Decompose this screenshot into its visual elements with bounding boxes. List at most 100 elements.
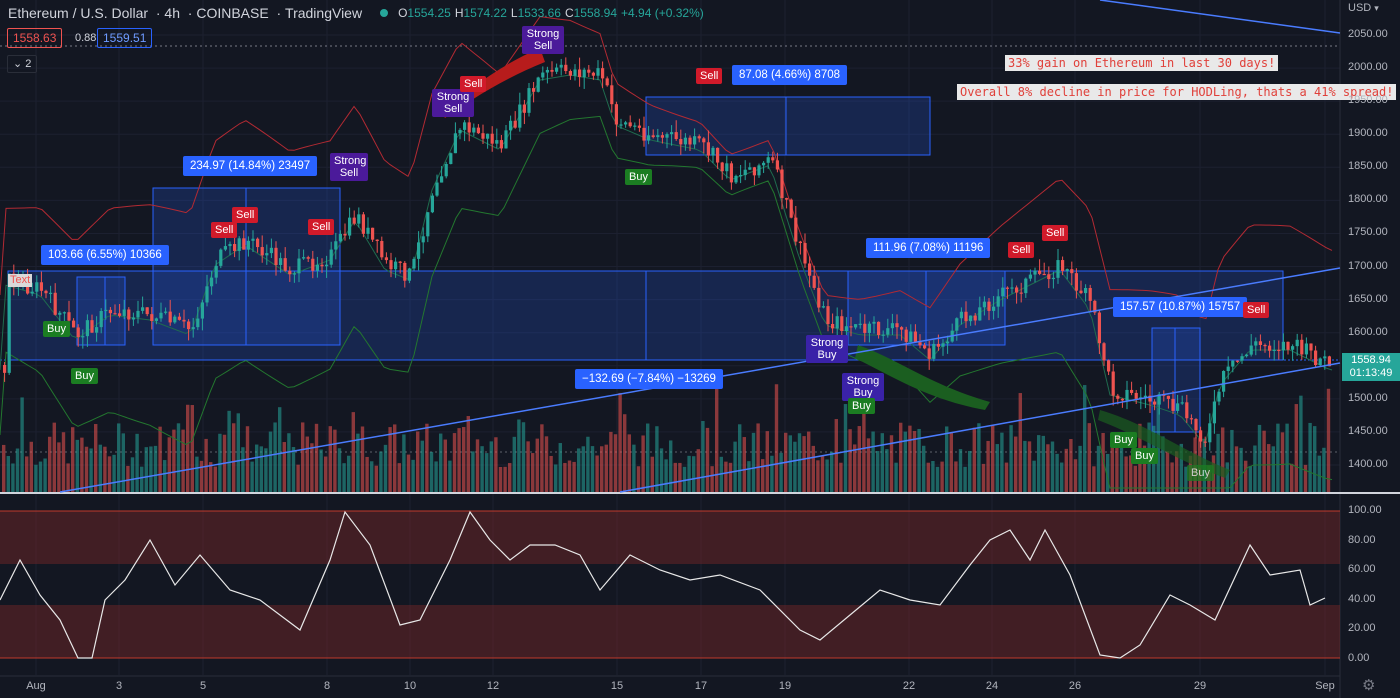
volume-bar (954, 461, 958, 492)
volume-bar (1234, 446, 1239, 492)
time-tick: 12 (486, 680, 500, 692)
annotation-note[interactable]: 33% gain on Ethereum in last 30 days! (1005, 55, 1279, 71)
volume-bar (627, 434, 631, 492)
candle-body (1327, 356, 1331, 367)
currency-selector[interactable]: USD ▾ (1348, 2, 1379, 14)
candle-body (858, 323, 862, 325)
candle-body (453, 133, 457, 154)
candle-body (564, 64, 568, 72)
candle-body (509, 120, 513, 131)
strong-buy-signal[interactable]: Strong Buy (806, 335, 848, 363)
measure-label[interactable]: 111.96 (7.08%) 11196 (866, 238, 991, 258)
measure-label[interactable]: 234.97 (14.84%) 23497 (183, 156, 318, 176)
volume-bar (227, 410, 231, 492)
price-axis[interactable]: USD ▾ 2050.00 2000.00 1950.00 1900.00 1850.0… (1340, 0, 1400, 698)
candle-body (1295, 339, 1299, 347)
strong-sell-signal[interactable]: Strong Sell (432, 89, 474, 117)
volume-bar (788, 435, 792, 492)
buy-signal[interactable]: Buy (1131, 448, 1158, 464)
volume-bar (250, 461, 254, 492)
text-annotation[interactable]: Text (8, 274, 33, 287)
candle-body (504, 130, 508, 149)
volume-bar (880, 433, 884, 492)
candle-body (881, 334, 885, 336)
candle-body (256, 238, 260, 248)
candle-body (601, 68, 605, 79)
volume-bar (659, 448, 664, 492)
strong-sell-signal[interactable]: Strong Sell (522, 26, 564, 54)
volume-bar (324, 456, 328, 492)
candle-body (265, 253, 269, 256)
sell-signal[interactable]: Sell (696, 68, 723, 84)
indicator-toggle-button[interactable]: ⌄ 2 (7, 55, 38, 73)
sell-signal[interactable]: Sell (1243, 302, 1270, 318)
measure-label[interactable]: −132.69 (−7.84%) −13269 (575, 369, 723, 389)
candle-body (246, 240, 250, 250)
candle-body (334, 241, 338, 250)
price-tick: 1450.00 (1348, 424, 1388, 437)
volume-bar (1267, 444, 1271, 492)
buy-signal[interactable]: Buy (625, 169, 652, 185)
volume-bar (889, 435, 894, 492)
sell-signal[interactable]: Sell (308, 219, 335, 235)
candle-body (706, 142, 710, 156)
candle-body (389, 260, 393, 270)
volume-bar (802, 436, 806, 492)
strong-buy-signal[interactable]: Strong Buy (842, 373, 884, 401)
candle-body (118, 313, 122, 316)
volume-bar (425, 423, 429, 492)
volume-bar (1023, 440, 1027, 492)
volume-bar (1101, 432, 1105, 492)
buy-signal[interactable]: Buy (43, 321, 70, 337)
candle-body (214, 265, 218, 278)
strong-sell-signal[interactable]: Strong Sell (330, 153, 368, 181)
price-tick: 1850.00 (1348, 160, 1388, 173)
candle-body (1116, 395, 1120, 399)
buy-signal[interactable]: Buy (1110, 432, 1137, 448)
volume-bar (1326, 388, 1331, 492)
overbought-zone (0, 511, 1340, 564)
ohlc-high: H1574.22 (454, 6, 507, 20)
symbol-header[interactable]: Ethereum / U.S. Dollar · 4h · COINBASE ·… (8, 4, 704, 22)
volume-bar (319, 449, 323, 492)
sell-signal[interactable]: Sell (1008, 242, 1035, 258)
annotation-note[interactable]: Overall 8% decline in price for HODLing,… (957, 84, 1397, 100)
candle-body (996, 296, 1000, 307)
measure-label[interactable]: 103.66 (6.55%) 10366 (41, 245, 169, 265)
volume-bar (931, 460, 935, 492)
candle-body (200, 302, 204, 319)
ohlc-close: C1558.94 (564, 6, 618, 20)
sell-signal[interactable]: Sell (1042, 225, 1069, 241)
sell-price-button[interactable]: 1558.63 (7, 28, 63, 48)
candle-body (835, 316, 839, 329)
measure-label[interactable]: 157.57 (10.87%) 15757 (1113, 297, 1248, 317)
candle-body (430, 195, 434, 213)
time-tick: 3 (115, 680, 123, 692)
price-tick: 1400.00 (1348, 458, 1388, 470)
candle-body (168, 311, 172, 323)
candle-body (683, 137, 687, 145)
candle-body (596, 68, 600, 76)
volume-bar (650, 456, 654, 492)
interval-label: 4h (164, 5, 180, 21)
volume-bar (11, 463, 15, 492)
sell-signal[interactable]: Sell (232, 207, 259, 223)
buy-signal[interactable]: Buy (848, 398, 875, 414)
oscillator-line (0, 510, 1326, 659)
volume-bar (1073, 459, 1078, 492)
measure-label[interactable]: 87.08 (4.66%) 8708 (732, 65, 848, 85)
volume-bar (1322, 447, 1326, 492)
buy-price-button[interactable]: 1559.51 (97, 28, 153, 48)
volume-bar (512, 436, 516, 492)
buy-signal[interactable]: Buy (71, 368, 98, 384)
volume-bar (448, 460, 452, 492)
candle-body (670, 132, 674, 135)
candle-body (499, 140, 503, 149)
gear-icon[interactable]: ⚙ (1362, 677, 1376, 694)
candle-body (1005, 287, 1009, 289)
sell-signal[interactable]: Sell (460, 76, 487, 92)
buy-signal[interactable]: Buy (1187, 465, 1214, 481)
sell-signal[interactable]: Sell (211, 222, 238, 238)
volume-bar (475, 439, 480, 492)
